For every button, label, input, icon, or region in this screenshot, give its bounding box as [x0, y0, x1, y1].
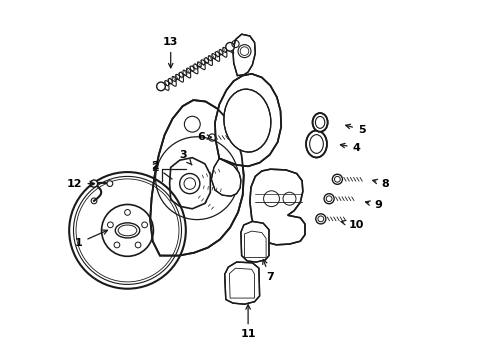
Text: 5: 5 — [345, 124, 365, 135]
Circle shape — [107, 181, 113, 186]
Circle shape — [90, 180, 98, 187]
Text: 11: 11 — [240, 305, 255, 339]
Text: 12: 12 — [67, 179, 94, 189]
Polygon shape — [150, 100, 244, 256]
Circle shape — [225, 42, 234, 51]
Text: 8: 8 — [372, 179, 388, 189]
Text: 10: 10 — [341, 220, 364, 230]
Circle shape — [238, 45, 250, 58]
Text: 7: 7 — [262, 260, 273, 282]
Ellipse shape — [224, 89, 270, 152]
Polygon shape — [211, 158, 241, 196]
Text: 3: 3 — [179, 150, 191, 165]
Text: 13: 13 — [163, 37, 178, 68]
Text: 1: 1 — [75, 230, 107, 248]
Ellipse shape — [305, 130, 326, 158]
Polygon shape — [241, 221, 268, 262]
Text: 6: 6 — [197, 132, 211, 142]
Text: 9: 9 — [365, 200, 381, 210]
Circle shape — [332, 174, 342, 184]
Polygon shape — [249, 169, 305, 245]
Circle shape — [315, 214, 325, 224]
Polygon shape — [224, 262, 259, 304]
Polygon shape — [232, 34, 255, 76]
Text: 2: 2 — [151, 161, 172, 179]
Circle shape — [324, 194, 333, 204]
Polygon shape — [215, 74, 281, 166]
Ellipse shape — [312, 113, 327, 132]
Text: 2: 2 — [151, 163, 159, 173]
Circle shape — [156, 82, 165, 91]
Text: 4: 4 — [340, 143, 360, 153]
